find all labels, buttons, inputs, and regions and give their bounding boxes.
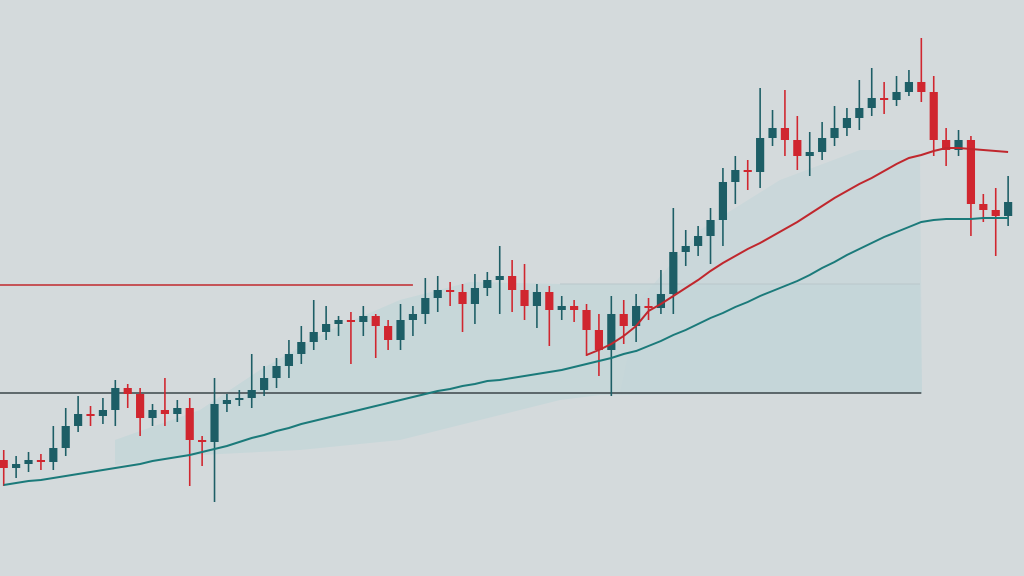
moving-average-line (586, 147, 1009, 356)
candle-body (483, 280, 492, 288)
candle-body (656, 294, 666, 308)
candle-body (0, 460, 8, 468)
candle-body (582, 310, 591, 330)
candle-body (284, 354, 294, 366)
candle-body (346, 320, 356, 322)
candle-body (979, 204, 988, 210)
candle-body (818, 138, 827, 152)
candle-body (594, 330, 604, 350)
candle-body (247, 390, 256, 398)
candle-body (880, 98, 889, 100)
candle-body (322, 324, 331, 332)
candle-body (607, 314, 616, 350)
candle-body (260, 378, 269, 390)
candle-body (892, 92, 901, 100)
candle-body (12, 464, 21, 468)
candle-body (98, 410, 108, 416)
candle-body (694, 236, 703, 246)
candle-body (842, 118, 852, 128)
candle-body (136, 394, 145, 418)
candle-body (222, 400, 232, 404)
candle-body (805, 152, 814, 156)
candle-body (1004, 202, 1013, 216)
shaded-area (620, 150, 922, 393)
candle-body (917, 82, 926, 92)
candle-body (86, 414, 95, 416)
candle-body (210, 404, 219, 442)
candle-body (371, 316, 380, 326)
candle-body (793, 140, 802, 156)
candle-body (929, 92, 938, 140)
candle-body (756, 138, 765, 172)
candle-body (495, 276, 504, 280)
candle-body (780, 128, 790, 140)
candle-body (297, 342, 306, 354)
candle-body (681, 246, 690, 252)
candle-body (421, 298, 430, 314)
candle-body (743, 170, 752, 172)
candle-body (470, 288, 480, 304)
candle-body (644, 306, 653, 308)
candle-body (61, 426, 70, 448)
candle-body (904, 82, 914, 92)
candle-body (545, 292, 554, 310)
candle-body (198, 440, 207, 442)
candle-body (619, 314, 628, 326)
candle-body (991, 210, 1000, 216)
candle-body (942, 140, 951, 150)
candle-body (570, 306, 579, 310)
candle-body (867, 98, 876, 108)
candle-body (272, 366, 281, 378)
candle-body (24, 460, 33, 464)
candle-body (36, 460, 46, 462)
candle-body (731, 170, 740, 182)
candle-body (359, 316, 368, 322)
candle-body (160, 410, 170, 414)
candle-body (954, 140, 963, 150)
candle-body (632, 306, 641, 326)
candle-body (123, 388, 132, 394)
candle-body (408, 314, 418, 320)
candle-body (235, 398, 244, 400)
candle-body (718, 182, 728, 220)
moving-average-line (3, 217, 1009, 486)
candle-body (173, 408, 182, 414)
candle-body (557, 306, 566, 310)
candle-body (148, 410, 157, 418)
candle-body (855, 108, 864, 118)
candle-body (768, 128, 777, 138)
candle-body (446, 290, 455, 292)
candle-body (706, 220, 715, 236)
candle-body (111, 388, 120, 410)
candle-body (830, 128, 839, 138)
candle-body (49, 448, 58, 462)
candle-body (669, 252, 678, 294)
candle-body (334, 320, 343, 324)
candle-body (74, 414, 83, 426)
candle-body (396, 320, 405, 340)
candle-body (384, 326, 393, 340)
candle-body (433, 290, 442, 298)
candle-body (458, 292, 467, 304)
candle-body (508, 276, 517, 290)
candle-body (185, 408, 194, 440)
candle-body (532, 292, 542, 306)
candle-body (966, 140, 976, 204)
candle-body (520, 290, 529, 306)
candle-body (309, 332, 318, 342)
